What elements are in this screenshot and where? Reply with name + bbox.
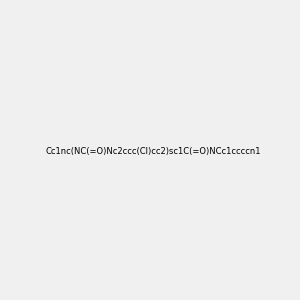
- Text: Cc1nc(NC(=O)Nc2ccc(Cl)cc2)sc1C(=O)NCc1ccccn1: Cc1nc(NC(=O)Nc2ccc(Cl)cc2)sc1C(=O)NCc1cc…: [46, 147, 262, 156]
